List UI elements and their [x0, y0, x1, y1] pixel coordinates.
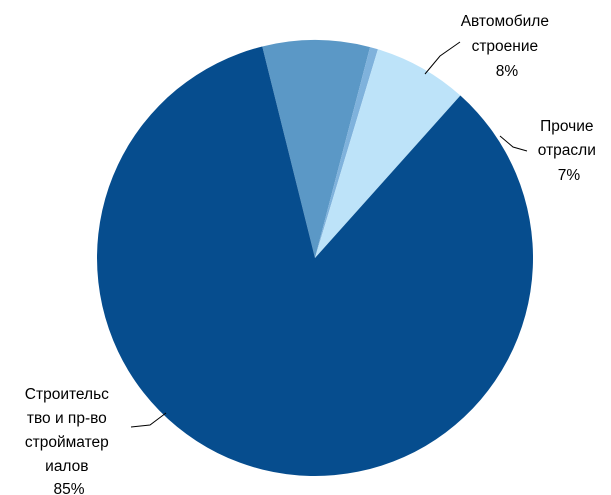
- leader-lines: [130, 41, 528, 428]
- slice-labels: Автомобиле строение 8% Прочие отрасли 7%…: [25, 13, 600, 495]
- slice-construction: [97, 46, 534, 477]
- leader-line-construction: [130, 412, 167, 428]
- label-other-industries: Прочие отрасли 7%: [538, 118, 600, 184]
- label-automotive: Автомобиле строение 8%: [461, 13, 554, 80]
- leader-line-other: [499, 135, 528, 152]
- leader-line-automotive: [424, 41, 461, 75]
- pie-slices: [97, 40, 534, 477]
- slice-automotive: [262, 40, 371, 259]
- slice-other-industries: [315, 49, 461, 258]
- slice-small: [315, 47, 378, 258]
- label-construction: Строительс тво и пр-во стройматер иалов …: [25, 386, 113, 495]
